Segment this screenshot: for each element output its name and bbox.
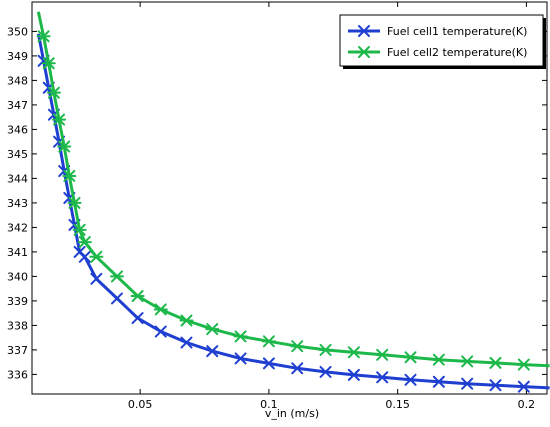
series-1-point	[78, 250, 91, 263]
series-1-point	[154, 325, 167, 338]
y-tick-label: 347	[7, 99, 28, 112]
x-tick-label: 0.2	[518, 398, 536, 411]
y-tick-label: 346	[7, 123, 28, 136]
series-1-point	[131, 312, 144, 325]
legend-box	[339, 14, 544, 67]
series-1-point	[206, 345, 219, 358]
y-axis: 336 337 338 339 340 341 342 343 344 345 346 347 348 3…	[7, 25, 547, 381]
series-2-point	[67, 196, 82, 209]
series-2-point	[205, 323, 220, 336]
series-1-point	[517, 380, 530, 393]
series-line-2	[36, 11, 550, 368]
x-axis: 0.05 0.1 0.15 0.2	[128, 2, 535, 411]
series-2-point	[57, 140, 72, 153]
y-tick-label: 349	[7, 50, 28, 63]
series-2-point	[346, 346, 361, 359]
series-2-point	[77, 236, 92, 249]
series-2-point	[62, 169, 77, 182]
series-layer	[36, 11, 550, 393]
x-tick-label: 0.15	[385, 398, 410, 411]
series-1-point	[404, 373, 417, 386]
x-tick-label: 0.1	[260, 398, 278, 411]
series-2-point	[89, 250, 104, 263]
y-tick-label: 338	[7, 319, 28, 332]
y-tick-label: 340	[7, 270, 28, 283]
series-2-point	[46, 86, 61, 99]
legend-marker-1	[358, 25, 370, 37]
y-tick-label: 343	[7, 197, 28, 210]
y-tick-label: 337	[7, 344, 28, 357]
series-1-point	[432, 375, 445, 388]
series-2-point	[153, 303, 168, 316]
y-tick-label: 350	[7, 25, 28, 38]
legend: Fuel cell1 temperature(K) Fuel cell2 temp…	[339, 14, 546, 69]
series-2-point	[72, 223, 87, 236]
series-1-point	[90, 272, 103, 285]
series-2-point	[516, 358, 531, 371]
series-2-point	[261, 335, 276, 348]
y-tick-label: 348	[7, 74, 28, 87]
series-2-point	[233, 330, 248, 343]
series-line-1	[36, 33, 550, 390]
series-1-point	[291, 362, 304, 375]
series-1-point	[347, 368, 360, 381]
series-2-point	[109, 270, 124, 283]
y-tick-label: 339	[7, 295, 28, 308]
x-axis-label: v_in (m/s)	[265, 407, 319, 420]
legend-label-2: Fuel cell2 temperature(K)	[387, 46, 527, 59]
y-tick-label: 345	[7, 148, 28, 161]
series-2-point	[375, 348, 390, 361]
y-tick-label: 336	[7, 368, 28, 381]
series-2-point	[179, 314, 194, 327]
series-2-point	[41, 57, 56, 70]
series-2-point	[488, 356, 503, 369]
series-1-point	[234, 352, 247, 365]
series-2-point	[403, 351, 418, 364]
series-2-point	[460, 355, 475, 368]
series-2-point	[36, 30, 51, 43]
series-1-point	[376, 371, 389, 384]
series-2-point	[290, 340, 305, 353]
legend-label-1: Fuel cell1 temperature(K)	[387, 25, 527, 38]
y-tick-label: 344	[7, 172, 28, 185]
series-1-point	[110, 292, 123, 305]
y-tick-label: 342	[7, 221, 28, 234]
series-2-point	[431, 353, 446, 366]
series-2-point	[318, 343, 333, 356]
legend-marker-2	[357, 46, 371, 58]
series-2-point	[52, 113, 67, 126]
series-1-point	[319, 365, 332, 378]
series-1-point	[461, 377, 474, 390]
series-1-point	[180, 336, 193, 349]
x-tick-label: 0.05	[128, 398, 153, 411]
series-1-point	[489, 379, 502, 392]
series-2-point	[130, 290, 145, 302]
y-tick-label: 341	[7, 246, 28, 259]
series-1-point	[262, 357, 275, 370]
